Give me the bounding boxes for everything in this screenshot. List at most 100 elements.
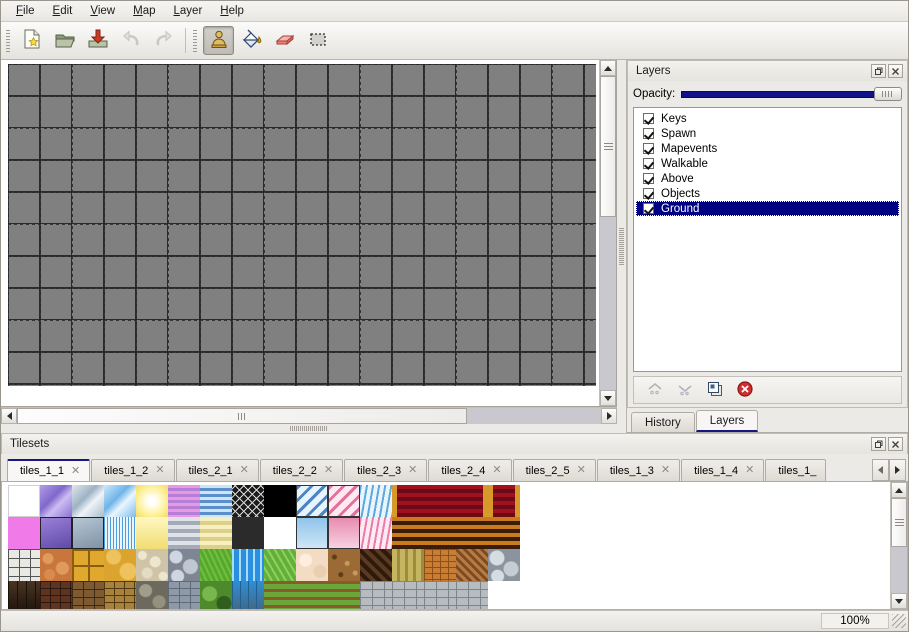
delete-layer-button[interactable]: [732, 379, 758, 401]
tile-item[interactable]: [360, 549, 392, 581]
toolbar-grip[interactable]: [5, 27, 12, 54]
stamp-brush-tool[interactable]: [203, 26, 234, 55]
map-scroll-down-button[interactable]: [600, 390, 616, 406]
tile-item[interactable]: [168, 581, 200, 609]
tile-item[interactable]: [328, 517, 360, 549]
tile-item[interactable]: [104, 517, 136, 549]
tile-item[interactable]: [392, 517, 424, 549]
close-panel-icon[interactable]: [888, 437, 903, 451]
tile-item[interactable]: [168, 485, 200, 517]
toolbar-grip-2[interactable]: [192, 27, 199, 54]
close-tab-icon[interactable]: ✕: [576, 464, 586, 476]
tile-item[interactable]: [264, 485, 296, 517]
move-layer-up-button[interactable]: [642, 379, 668, 401]
tileset-tab-tiles-2-4[interactable]: tiles_2_4 ✕: [428, 459, 512, 481]
tile-item[interactable]: [232, 517, 264, 549]
tile-item[interactable]: [520, 549, 552, 581]
tile-item[interactable]: [328, 581, 360, 609]
tileset-vscroll-thumb[interactable]: [891, 498, 907, 548]
layer-row-walkable[interactable]: Walkable: [636, 156, 899, 171]
layer-row-mapevents[interactable]: Mapevents: [636, 141, 899, 156]
rectangle-select-tool[interactable]: [302, 26, 333, 55]
tile-item[interactable]: [328, 485, 360, 517]
tile-item[interactable]: [232, 581, 264, 609]
tile-item[interactable]: [424, 485, 456, 517]
map-scroll-right-button[interactable]: [601, 408, 617, 424]
tileset-tab-tiles-2-2[interactable]: tiles_2_2 ✕: [259, 459, 344, 481]
layer-visibility-checkbox[interactable]: [643, 158, 654, 169]
tileset-tile-grid[interactable]: [8, 485, 552, 609]
tile-item[interactable]: [104, 581, 136, 609]
tileset-tab-tiles-1-5[interactable]: tiles_1_: [765, 459, 827, 481]
tile-item[interactable]: [360, 517, 392, 549]
tile-item[interactable]: [488, 517, 520, 549]
tab-history[interactable]: History: [631, 412, 695, 432]
layer-visibility-checkbox[interactable]: [643, 173, 654, 184]
tile-item[interactable]: [72, 485, 104, 517]
map-scroll-left-button[interactable]: [1, 408, 17, 424]
tile-item[interactable]: [296, 517, 328, 549]
float-window-icon[interactable]: [871, 64, 886, 78]
new-map-button[interactable]: [16, 26, 47, 55]
menu-item-map[interactable]: Map: [133, 4, 156, 17]
tileset-vertical-scrollbar[interactable]: [890, 482, 907, 609]
vertical-splitter[interactable]: [617, 60, 626, 433]
tile-item[interactable]: [424, 517, 456, 549]
tile-item[interactable]: [488, 581, 520, 609]
tile-item[interactable]: [168, 549, 200, 581]
map-vertical-scrollbar[interactable]: [599, 60, 616, 406]
tab-layers[interactable]: Layers: [695, 410, 759, 432]
tile-item[interactable]: [424, 581, 456, 609]
tile-item[interactable]: [520, 581, 552, 609]
tileset-tab-tiles-1-1[interactable]: tiles_1_1 ✕: [7, 459, 91, 481]
tile-item[interactable]: [392, 485, 424, 517]
opacity-slider-handle[interactable]: [874, 87, 902, 101]
tile-item[interactable]: [520, 517, 552, 549]
eraser-tool[interactable]: [269, 26, 300, 55]
tileset-scroll-up-button[interactable]: [891, 482, 907, 498]
tile-item[interactable]: [72, 581, 104, 609]
map-vscroll-track[interactable]: [600, 76, 616, 390]
layer-visibility-checkbox[interactable]: [643, 188, 654, 199]
map-horizontal-scrollbar[interactable]: [1, 407, 617, 424]
tile-item[interactable]: [72, 549, 104, 581]
tileset-tab-tiles-2-5[interactable]: tiles_2_5 ✕: [512, 459, 596, 481]
map-hscroll-track[interactable]: [17, 408, 601, 424]
tileset-tab-tiles-1-4[interactable]: tiles_1_4 ✕: [681, 459, 765, 481]
tile-item[interactable]: [456, 549, 488, 581]
tile-item[interactable]: [8, 549, 40, 581]
tileset-tab-tiles-2-1[interactable]: tiles_2_1 ✕: [175, 459, 259, 481]
menu-item-file[interactable]: File: [16, 4, 35, 17]
map-tile-grid[interactable]: [8, 64, 596, 386]
tile-item[interactable]: [296, 549, 328, 581]
tileset-tab-tiles-2-3[interactable]: tiles_2_3 ✕: [344, 459, 428, 481]
move-layer-down-button[interactable]: [672, 379, 698, 401]
map-canvas[interactable]: [1, 60, 599, 406]
tile-item[interactable]: [8, 517, 40, 549]
tile-item[interactable]: [456, 517, 488, 549]
tile-item[interactable]: [456, 581, 488, 609]
tile-item[interactable]: [392, 581, 424, 609]
tile-item[interactable]: [264, 517, 296, 549]
tile-item[interactable]: [136, 549, 168, 581]
layer-list[interactable]: Keys Spawn Mapevents Walkable: [633, 107, 902, 372]
tile-item[interactable]: [296, 581, 328, 609]
tile-item[interactable]: [40, 517, 72, 549]
layer-row-keys[interactable]: Keys: [636, 111, 899, 126]
close-tab-icon[interactable]: ✕: [155, 464, 165, 476]
tile-item[interactable]: [520, 485, 552, 517]
close-tab-icon[interactable]: ✕: [660, 464, 671, 476]
close-tab-icon[interactable]: ✕: [745, 464, 755, 476]
layer-row-spawn[interactable]: Spawn: [636, 126, 899, 141]
redo-button[interactable]: [148, 26, 179, 55]
tile-item[interactable]: [136, 485, 168, 517]
tileset-tabs-scroll-right-button[interactable]: [889, 459, 906, 481]
tile-item[interactable]: [136, 581, 168, 609]
close-tab-icon[interactable]: ✕: [239, 464, 249, 476]
menu-item-help[interactable]: Help: [220, 4, 244, 17]
tile-item[interactable]: [360, 485, 392, 517]
tile-item[interactable]: [264, 549, 296, 581]
tile-item[interactable]: [200, 581, 232, 609]
layer-visibility-checkbox[interactable]: [643, 203, 654, 214]
tile-item[interactable]: [264, 581, 296, 609]
